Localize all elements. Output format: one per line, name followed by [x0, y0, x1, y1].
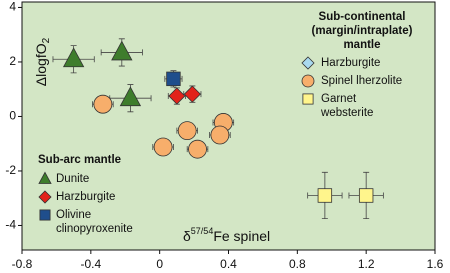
marker — [188, 139, 207, 159]
marker — [358, 188, 374, 203]
legend-label: Garnet — [321, 93, 357, 105]
x-tick-label: 0.4 — [220, 257, 237, 271]
legend-title: (margin/intraplate) — [312, 25, 413, 37]
marker — [166, 71, 181, 87]
x-tick-label: 0.8 — [289, 257, 306, 271]
x-tick-label: 1.2 — [358, 257, 375, 271]
marker — [210, 125, 230, 145]
legend-title: Sub-arc mantle — [38, 154, 121, 166]
x-tick-label: -0.4 — [80, 257, 101, 271]
legend-label: clinopyroxenite — [56, 223, 133, 235]
y-tick-label: -2 — [5, 163, 16, 177]
marker — [183, 85, 201, 103]
legend-label: websterite — [320, 107, 373, 119]
legend-label: Harzburgite — [56, 191, 115, 203]
marker — [317, 188, 333, 203]
legend-title: mantle — [343, 39, 380, 51]
x-tick-label: 1.6 — [427, 257, 444, 271]
y-tick-label: 0 — [9, 109, 16, 123]
marker — [153, 137, 173, 157]
legend-label: Dunite — [56, 173, 89, 185]
marker — [177, 121, 197, 141]
legend-label: Olivine — [56, 209, 91, 221]
legend-marker — [38, 171, 52, 184]
y-axis-label-part: 2 — [41, 37, 52, 43]
y-tick-label: 4 — [9, 0, 16, 14]
x-tick-label: 0 — [156, 257, 163, 271]
marker — [111, 40, 133, 61]
x-axis-label-part: δ — [183, 228, 191, 244]
legend-label: Spinel lherzolite — [321, 75, 402, 87]
legend-label: Harzburgite — [321, 57, 380, 69]
legend-marker — [39, 209, 51, 221]
legend-title: Sub-continental — [319, 11, 406, 23]
marker — [62, 47, 85, 68]
marker — [119, 86, 142, 107]
legend-marker — [301, 74, 315, 88]
y-axis-label-part: ΔlogfO — [33, 43, 49, 86]
x-axis-label-part: 57/54 — [191, 226, 214, 236]
y-axis-label: ΔlogfO2 — [33, 37, 52, 86]
y-tick-label: 2 — [9, 54, 16, 68]
legend-marker — [302, 93, 314, 105]
marker — [168, 87, 186, 105]
x-tick-label: -0.8 — [12, 257, 33, 271]
marker — [93, 94, 113, 114]
x-axis-label-part: Fe spinel — [213, 228, 270, 244]
legend-marker — [38, 190, 52, 204]
y-tick-label: -4 — [5, 218, 16, 232]
legend-marker — [301, 56, 315, 70]
x-axis-label: δ57/54Fe spinel — [183, 226, 270, 243]
plot-layer — [52, 38, 384, 220]
